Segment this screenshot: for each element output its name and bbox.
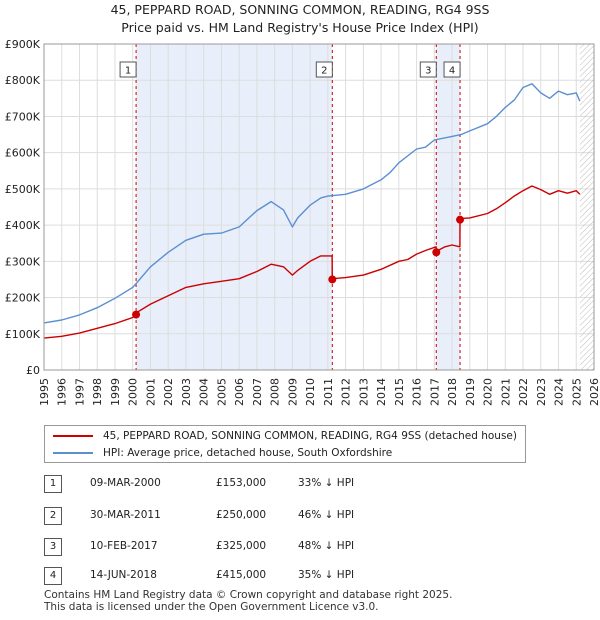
legend-item-property: 45, PEPPARD ROAD, SONNING COMMON, READIN…: [53, 428, 517, 444]
x-tick-label: 2016: [411, 378, 424, 406]
transaction-number: 3: [44, 538, 62, 556]
x-tick-label: 2020: [482, 378, 495, 406]
sale-point: [328, 275, 337, 284]
chart-legend: 45, PEPPARD ROAD, SONNING COMMON, READIN…: [44, 425, 526, 463]
x-tick-label: 2019: [464, 378, 477, 406]
legend-swatch-hpi: [53, 452, 93, 454]
series-line: [43, 185, 581, 339]
shaded-range: [436, 44, 461, 370]
x-tick-label: 1995: [38, 378, 51, 406]
y-tick-label: £300K: [5, 255, 41, 268]
x-tick-label: 2018: [446, 378, 459, 406]
transaction-hpi: 46% ↓ HPI: [298, 509, 355, 521]
x-tick-label: 1996: [56, 378, 69, 406]
x-tick-label: 2007: [251, 378, 264, 406]
sale-point: [432, 248, 441, 257]
x-tick-label: 2010: [304, 378, 317, 406]
transaction-price: £325,000: [216, 540, 267, 552]
x-tick-label: 2001: [144, 378, 157, 406]
transaction-date: 14-JUN-2018: [90, 569, 157, 581]
y-tick-label: £200K: [5, 292, 41, 305]
x-tick-label: 2012: [340, 378, 353, 406]
x-tick-label: 2008: [269, 378, 282, 406]
y-tick-label: £400K: [5, 219, 41, 232]
x-tick-label: 1997: [73, 378, 86, 406]
transaction-hpi: 48% ↓ HPI: [298, 540, 355, 552]
marker-box: [443, 61, 461, 78]
series-line: [43, 83, 581, 324]
transaction-hpi: 35% ↓ HPI: [298, 569, 355, 581]
plot-frame: [43, 43, 595, 371]
x-tick-label: 2022: [517, 378, 530, 406]
x-tick-label: 1999: [109, 378, 122, 406]
marker-box: [419, 61, 437, 78]
marker-box: [315, 61, 333, 78]
x-tick-label: 2015: [393, 378, 406, 406]
marker-label: 2: [321, 66, 327, 77]
x-tick-label: 2013: [357, 378, 370, 406]
x-tick-label: 2000: [127, 378, 140, 406]
forecast-hatch: [579, 44, 594, 370]
footer-licence: This data is licensed under the Open Gov…: [44, 601, 379, 613]
y-tick-label: £800K: [5, 74, 41, 87]
transaction-price: £250,000: [216, 509, 267, 521]
chart-title: 45, PEPPARD ROAD, SONNING COMMON, READIN…: [110, 2, 490, 17]
y-tick-label: £700K: [5, 110, 41, 123]
transaction-date: 30-MAR-2011: [90, 509, 161, 521]
transaction-number: 4: [44, 567, 62, 585]
chart-subtitle: Price paid vs. HM Land Registry's House …: [121, 20, 479, 35]
x-tick-label: 2026: [588, 378, 600, 406]
marker-label: 3: [425, 66, 431, 77]
y-tick-label: £0: [26, 364, 40, 377]
x-tick-label: 1998: [91, 378, 104, 406]
x-tick-label: 2004: [198, 378, 211, 406]
x-tick-label: 2017: [428, 378, 441, 406]
y-tick-label: £600K: [5, 147, 41, 160]
transaction-hpi: 33% ↓ HPI: [298, 477, 355, 489]
shaded-range: [136, 44, 333, 370]
x-tick-label: 2011: [322, 378, 335, 406]
transaction-price: £153,000: [216, 477, 267, 489]
y-tick-label: £900K: [5, 38, 41, 51]
x-tick-label: 2005: [215, 378, 228, 406]
x-tick-label: 2002: [162, 378, 175, 406]
marker-label: 4: [449, 66, 455, 77]
x-tick-label: 2009: [286, 378, 299, 406]
legend-swatch-property: [53, 435, 93, 437]
sale-point: [456, 215, 465, 224]
x-tick-label: 2023: [535, 378, 548, 406]
y-tick-label: £500K: [5, 183, 41, 196]
x-tick-label: 2025: [570, 378, 583, 406]
legend-label-hpi: HPI: Average price, detached house, Sout…: [103, 447, 393, 459]
footer-copyright: Contains HM Land Registry data © Crown c…: [44, 589, 453, 601]
legend-item-hpi: HPI: Average price, detached house, Sout…: [53, 445, 392, 461]
transaction-date: 09-MAR-2000: [90, 477, 161, 489]
x-tick-label: 2021: [499, 378, 512, 406]
x-tick-label: 2003: [180, 378, 193, 406]
x-tick-label: 2024: [553, 378, 566, 406]
x-tick-label: 2014: [375, 378, 388, 406]
sale-point: [132, 310, 141, 319]
transaction-number: 1: [44, 475, 62, 493]
marker-box: [119, 61, 137, 78]
legend-label-property: 45, PEPPARD ROAD, SONNING COMMON, READIN…: [103, 430, 517, 442]
price-chart: 1 2 3 4 £0 £100K £200K £300K £400K £500K £600K £700…: [5, 38, 600, 406]
transaction-price: £415,000: [216, 569, 267, 581]
transaction-date: 10-FEB-2017: [90, 540, 158, 552]
transaction-number: 2: [44, 507, 62, 525]
marker-label: 1: [125, 66, 131, 77]
x-tick-label: 2006: [233, 378, 246, 406]
y-tick-label: £100K: [5, 328, 41, 341]
footer-attribution: Contains HM Land Registry data © Crown c…: [44, 589, 452, 613]
